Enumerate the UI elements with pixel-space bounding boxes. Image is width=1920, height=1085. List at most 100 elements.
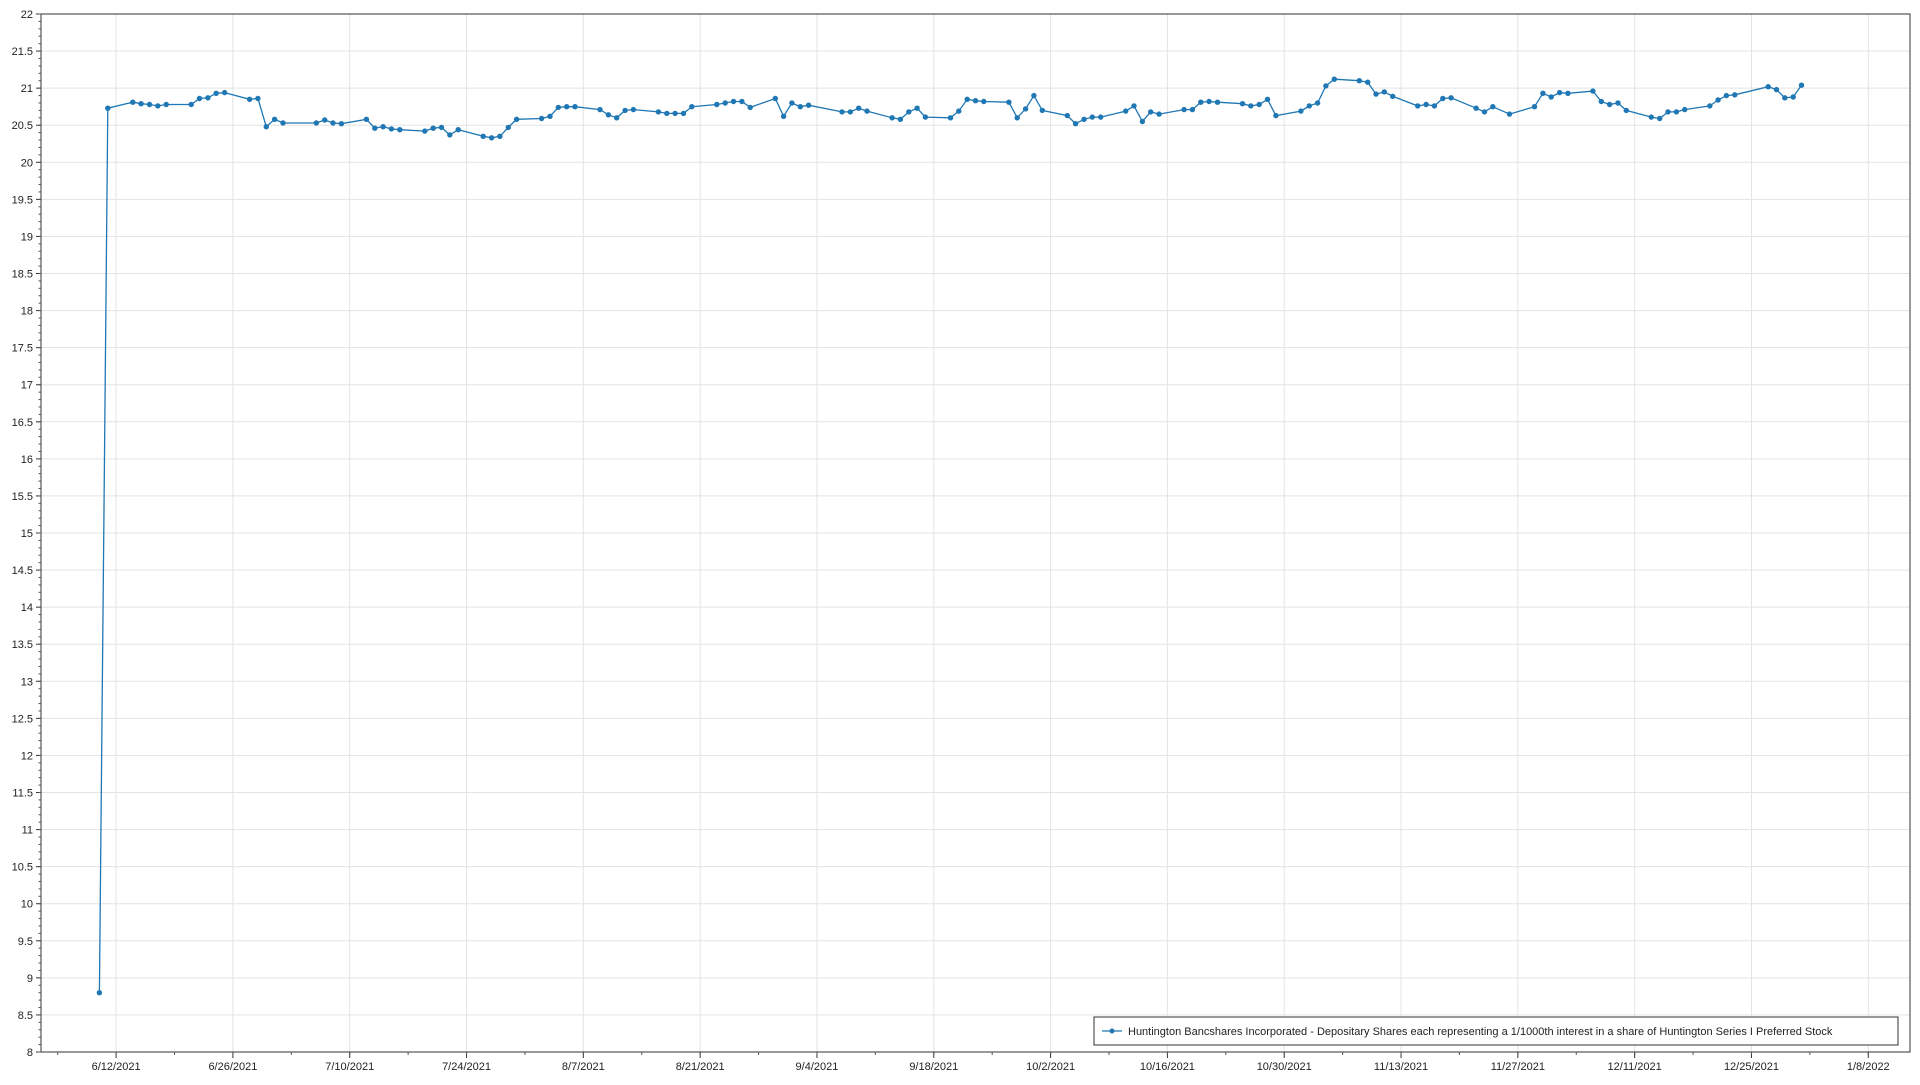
data-point	[964, 96, 970, 103]
y-tick-label: 10.5	[12, 862, 33, 874]
data-point	[1481, 109, 1488, 115]
data-point	[1381, 89, 1388, 95]
data-point	[105, 105, 111, 111]
data-point	[1039, 107, 1046, 114]
axes: 8 8.5 9 9.5 10 10.5 11 11.5 12 12.5 13 13.5 14 14.5 15…	[12, 9, 1890, 1073]
data-point	[271, 116, 278, 123]
data-point	[1031, 92, 1037, 99]
data-point	[672, 110, 678, 117]
data-point	[430, 125, 436, 131]
x-tick-label: 8/7/2021	[562, 1061, 605, 1073]
data-point	[805, 102, 812, 108]
data-point	[906, 109, 912, 115]
data-point	[789, 100, 795, 106]
data-point	[188, 101, 194, 108]
y-tick-label: 15.5	[12, 491, 33, 503]
data-point	[1506, 111, 1513, 117]
data-point	[772, 95, 778, 102]
data-point	[1540, 90, 1546, 97]
data-point	[1323, 83, 1329, 89]
data-point	[1198, 99, 1204, 105]
data-point	[1098, 114, 1104, 120]
legend-swatch-marker	[1109, 1028, 1115, 1034]
y-tick-label: 9	[27, 973, 33, 985]
data-point	[1081, 116, 1087, 123]
data-point	[255, 95, 261, 102]
gridlines	[41, 14, 1910, 1052]
data-point	[1156, 111, 1162, 117]
data-point	[1765, 84, 1771, 90]
data-point	[1548, 94, 1554, 100]
x-tick-label: 9/18/2021	[909, 1061, 958, 1073]
x-tick-label: 10/2/2021	[1026, 1061, 1075, 1073]
data-point	[1214, 99, 1221, 105]
data-point	[213, 90, 219, 97]
data-point	[1657, 115, 1663, 122]
y-tick-label: 8.5	[18, 1010, 33, 1022]
data-point	[572, 104, 578, 110]
y-tick-label: 21	[21, 83, 33, 95]
data-point	[1298, 108, 1304, 114]
data-point	[1606, 101, 1613, 108]
data-point	[1014, 115, 1020, 121]
data-point	[797, 104, 803, 110]
data-point	[1598, 98, 1605, 105]
data-point	[388, 126, 395, 132]
data-point	[547, 113, 553, 120]
data-point	[1148, 109, 1154, 115]
data-point	[538, 115, 545, 122]
data-point	[947, 115, 954, 121]
data-point	[1022, 106, 1029, 112]
data-point	[1732, 92, 1738, 98]
y-tick-label: 10	[21, 899, 33, 911]
y-tick-label: 19	[21, 231, 33, 243]
y-tick-label: 12	[21, 750, 33, 762]
series-line	[98, 78, 1803, 993]
data-point	[1064, 112, 1071, 119]
x-tick-label: 6/26/2021	[208, 1061, 257, 1073]
data-point	[1590, 88, 1596, 94]
y-tick-label: 8	[27, 1047, 33, 1059]
data-point	[372, 125, 378, 131]
data-point	[597, 106, 603, 113]
data-point	[1615, 100, 1621, 106]
data-point	[680, 110, 687, 117]
y-tick-label: 20.5	[12, 120, 33, 132]
data-point	[847, 109, 853, 115]
data-point	[196, 95, 203, 102]
data-point	[689, 104, 695, 110]
data-point	[1189, 106, 1196, 113]
data-point	[480, 133, 486, 139]
data-point	[839, 109, 845, 115]
x-tick-label: 12/25/2021	[1724, 1061, 1779, 1073]
data-point	[897, 116, 904, 123]
data-point	[914, 105, 920, 111]
data-point	[664, 110, 670, 117]
data-point	[497, 133, 503, 139]
data-point	[1648, 114, 1655, 120]
data-point	[1723, 92, 1730, 99]
data-point	[330, 120, 336, 126]
y-tick-label: 20	[21, 157, 33, 169]
data-point	[1790, 94, 1796, 100]
y-tick-label: 19.5	[12, 194, 33, 206]
y-tick-label: 18.5	[12, 269, 33, 281]
data-point	[1431, 103, 1438, 109]
data-point	[1773, 86, 1780, 93]
x-tick-label: 10/16/2021	[1140, 1061, 1195, 1073]
data-point	[1473, 105, 1479, 111]
data-point	[505, 124, 511, 131]
data-point	[630, 106, 637, 113]
data-point	[1798, 82, 1805, 88]
y-tick-label: 13	[21, 676, 33, 688]
data-point	[246, 96, 253, 103]
y-tick-label: 13.5	[12, 639, 33, 651]
data-point	[1331, 76, 1338, 82]
y-tick-label: 16	[21, 454, 33, 466]
data-point	[1131, 103, 1137, 109]
data-point	[922, 114, 929, 120]
data-point	[1006, 99, 1012, 105]
data-point	[488, 135, 495, 141]
data-point	[1423, 101, 1429, 108]
data-point	[1531, 104, 1538, 110]
